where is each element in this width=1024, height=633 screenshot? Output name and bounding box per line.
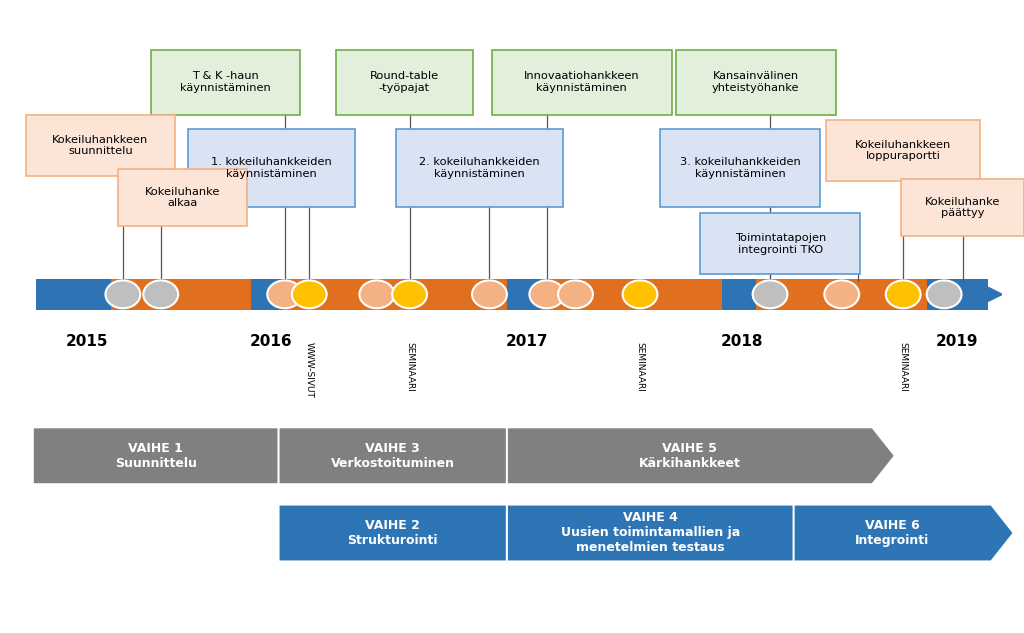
Text: 2017: 2017	[506, 334, 549, 349]
FancyBboxPatch shape	[901, 179, 1024, 236]
Bar	[285, 279, 507, 310]
Ellipse shape	[392, 280, 427, 308]
Polygon shape	[279, 505, 529, 561]
Text: 2015: 2015	[66, 334, 109, 349]
Text: Kansainvälinen
yhteistyöhanke: Kansainvälinen yhteistyöhanke	[712, 72, 800, 93]
FancyBboxPatch shape	[151, 50, 300, 115]
Polygon shape	[279, 427, 529, 484]
Ellipse shape	[623, 280, 657, 308]
Ellipse shape	[267, 280, 302, 308]
Text: 2016: 2016	[250, 334, 293, 349]
Ellipse shape	[472, 280, 507, 308]
Ellipse shape	[824, 280, 859, 308]
Bar	[722, 279, 756, 310]
Text: T & K -haun
käynnistäminen: T & K -haun käynnistäminen	[180, 72, 270, 93]
Bar	[36, 279, 111, 310]
Text: SEMINAARI: SEMINAARI	[899, 342, 907, 392]
Ellipse shape	[292, 280, 327, 308]
FancyBboxPatch shape	[188, 129, 355, 206]
Bar	[756, 279, 927, 310]
Ellipse shape	[529, 280, 564, 308]
Text: Kokeiluhanke
alkaa: Kokeiluhanke alkaa	[144, 187, 220, 208]
Ellipse shape	[105, 280, 140, 308]
Ellipse shape	[753, 280, 787, 308]
Bar	[541, 279, 722, 310]
FancyBboxPatch shape	[395, 129, 563, 206]
Ellipse shape	[927, 280, 962, 308]
Ellipse shape	[886, 280, 921, 308]
FancyBboxPatch shape	[700, 213, 860, 274]
Text: WWW-SIVUT: WWW-SIVUT	[305, 342, 313, 398]
Polygon shape	[507, 505, 816, 561]
Bar	[927, 279, 988, 310]
Text: Toimintatapojen
integrointi TKO: Toimintatapojen integrointi TKO	[734, 233, 826, 254]
Text: 2019: 2019	[936, 334, 979, 349]
Polygon shape	[794, 505, 1014, 561]
FancyBboxPatch shape	[26, 115, 175, 176]
Text: Innovaatiohankkeen
käynnistäminen: Innovaatiohankkeen käynnistäminen	[524, 72, 639, 93]
FancyBboxPatch shape	[676, 50, 836, 115]
Polygon shape	[507, 427, 895, 484]
Text: Round-table
-työpajat: Round-table -työpajat	[370, 72, 439, 93]
FancyBboxPatch shape	[492, 50, 672, 115]
Ellipse shape	[143, 280, 178, 308]
Bar	[507, 279, 541, 310]
Text: Kokeiluhankkeen
suunnittelu: Kokeiluhankkeen suunnittelu	[52, 135, 148, 156]
Text: SEMINAARI: SEMINAARI	[636, 342, 644, 392]
Ellipse shape	[558, 280, 593, 308]
Text: VAIHE 2
Strukturointi: VAIHE 2 Strukturointi	[347, 519, 438, 547]
Text: Kokeiluhankkeen
loppuraportti: Kokeiluhankkeen loppuraportti	[855, 140, 951, 161]
Text: VAIHE 6
Integrointi: VAIHE 6 Integrointi	[855, 519, 930, 547]
FancyBboxPatch shape	[826, 120, 980, 181]
FancyBboxPatch shape	[660, 129, 820, 206]
Ellipse shape	[359, 280, 394, 308]
Text: 3. kokeiluhankkeiden
käynnistäminen: 3. kokeiluhankkeiden käynnistäminen	[680, 157, 801, 179]
Text: VAIHE 3
Verkostoituminen: VAIHE 3 Verkostoituminen	[331, 442, 455, 470]
Text: SEMINAARI: SEMINAARI	[406, 342, 414, 392]
Text: VAIHE 1
Suunnittelu: VAIHE 1 Suunnittelu	[115, 442, 197, 470]
FancyBboxPatch shape	[118, 169, 247, 226]
Polygon shape	[33, 427, 301, 484]
FancyBboxPatch shape	[336, 50, 473, 115]
Text: VAIHE 4
Uusien toimintamallien ja
menetelmien testaus: VAIHE 4 Uusien toimintamallien ja menete…	[560, 511, 740, 555]
Text: Kokeiluhanke
päättyy: Kokeiluhanke päättyy	[925, 197, 1000, 218]
Bar	[111, 279, 251, 310]
Text: 2018: 2018	[721, 334, 764, 349]
Text: VAIHE 5
Kärkihankkeet: VAIHE 5 Kärkihankkeet	[639, 442, 740, 470]
Text: 1. kokeiluhankkeiden
käynnistäminen: 1. kokeiluhankkeiden käynnistäminen	[211, 157, 332, 179]
Bar	[251, 279, 285, 310]
Text: 2. kokeiluhankkeiden
käynnistäminen: 2. kokeiluhankkeiden käynnistäminen	[419, 157, 540, 179]
